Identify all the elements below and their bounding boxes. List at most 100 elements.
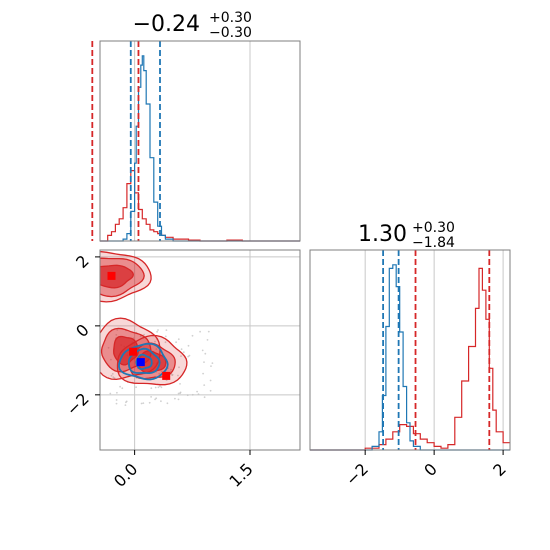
blue-contours <box>118 342 169 381</box>
x-tick-label: 2 <box>489 459 510 480</box>
x-tick-label: −2 <box>342 459 372 489</box>
panel-joint: 0.0 1.5 2 0 −2 <box>63 249 301 491</box>
red-contour <box>100 264 134 289</box>
sample-point <box>115 402 118 405</box>
sample-point <box>155 397 158 400</box>
x-tick-label: 0.0 <box>110 459 141 490</box>
sample-point <box>177 338 180 341</box>
sample-point <box>210 365 212 367</box>
sample-point <box>121 387 124 390</box>
sample-point <box>115 399 118 401</box>
quantile-lines <box>382 250 491 450</box>
sample-point <box>135 386 138 389</box>
title-param-2-value: 1.30 <box>358 222 407 247</box>
sample-point <box>143 333 146 336</box>
sample-point <box>177 398 180 401</box>
sample-point <box>158 372 161 375</box>
sample-point <box>182 351 185 354</box>
sample-point <box>187 355 190 358</box>
mode-marker <box>129 347 138 356</box>
mode-marker <box>107 271 116 280</box>
sample-point <box>154 398 157 401</box>
sample-point <box>174 397 176 400</box>
sample-point <box>154 340 156 343</box>
mode-markers <box>107 271 171 380</box>
sample-point <box>150 396 153 398</box>
sample-point <box>207 330 210 333</box>
sample-point <box>119 385 121 388</box>
sample-point <box>202 372 205 375</box>
histogram-series-0 <box>310 267 510 451</box>
sample-point <box>157 386 160 389</box>
sample-point <box>165 329 168 331</box>
sample-point <box>171 374 174 377</box>
sample-point <box>177 392 180 395</box>
sample-point <box>150 387 153 390</box>
sample-point <box>175 341 178 344</box>
sample-point <box>156 330 159 333</box>
mode-marker <box>162 371 171 380</box>
sample-point <box>148 401 151 404</box>
sample-point <box>209 379 212 382</box>
mode-marker <box>136 358 145 367</box>
red-contours <box>100 251 188 386</box>
sample-point <box>160 400 162 403</box>
sample-point <box>199 330 202 333</box>
grid-lines <box>364 250 504 450</box>
title-param-1-value: −0.24 <box>133 12 200 37</box>
sample-point <box>124 404 127 406</box>
axis-ticks: −2 0 2 <box>342 450 510 490</box>
sample-point <box>188 354 191 357</box>
sample-point <box>191 393 194 396</box>
y-tick-label: 2 <box>72 251 93 272</box>
title-param-1-upper: +0.30 <box>209 10 252 26</box>
panel-marginal-param-1 <box>91 40 301 242</box>
sample-point <box>107 346 110 349</box>
sample-point <box>110 374 113 377</box>
sample-point <box>206 339 209 341</box>
sample-point <box>170 368 172 371</box>
axes-frame <box>99 249 301 451</box>
sample-point <box>155 348 158 350</box>
axes-frame <box>99 40 301 242</box>
title-param-2-lower: −1.84 <box>412 235 455 251</box>
sample-point <box>178 366 180 369</box>
x-tick-label: 0 <box>420 459 441 480</box>
blue-contour <box>127 347 161 374</box>
y-tick-label: 0 <box>72 320 93 341</box>
sample-point <box>125 401 127 404</box>
sample-point <box>166 402 169 405</box>
sample-point <box>203 361 205 363</box>
sample-point <box>180 355 182 357</box>
sample-point <box>109 392 112 395</box>
sample-point <box>159 385 161 388</box>
sample-point <box>203 396 206 399</box>
sample-point <box>140 402 143 405</box>
blue-contour <box>135 353 153 371</box>
y-tick-label: −2 <box>63 389 93 419</box>
sample-point <box>177 374 179 377</box>
sample-point <box>142 402 145 404</box>
sample-point <box>160 386 163 389</box>
sample-point <box>179 383 181 385</box>
sample-point <box>179 391 182 394</box>
sample-point <box>154 386 157 389</box>
sample-point <box>191 334 194 337</box>
sample-point <box>164 341 167 344</box>
title-param-1-lower: −0.30 <box>209 25 252 41</box>
sample-point <box>180 348 183 351</box>
sample-point <box>116 391 118 394</box>
sample-point <box>110 358 112 361</box>
sample-point <box>197 393 200 395</box>
sample-point <box>139 335 142 338</box>
panel-marginal-param-2: −2 0 2 <box>309 249 511 490</box>
sample-point <box>111 373 114 375</box>
sample-point <box>157 329 159 331</box>
sample-point <box>204 352 207 355</box>
quantile-lines <box>91 41 161 241</box>
sample-point <box>116 329 119 331</box>
title-param-2-upper: +0.30 <box>412 220 455 236</box>
blue-contour <box>118 342 169 381</box>
sample-point <box>112 376 115 379</box>
